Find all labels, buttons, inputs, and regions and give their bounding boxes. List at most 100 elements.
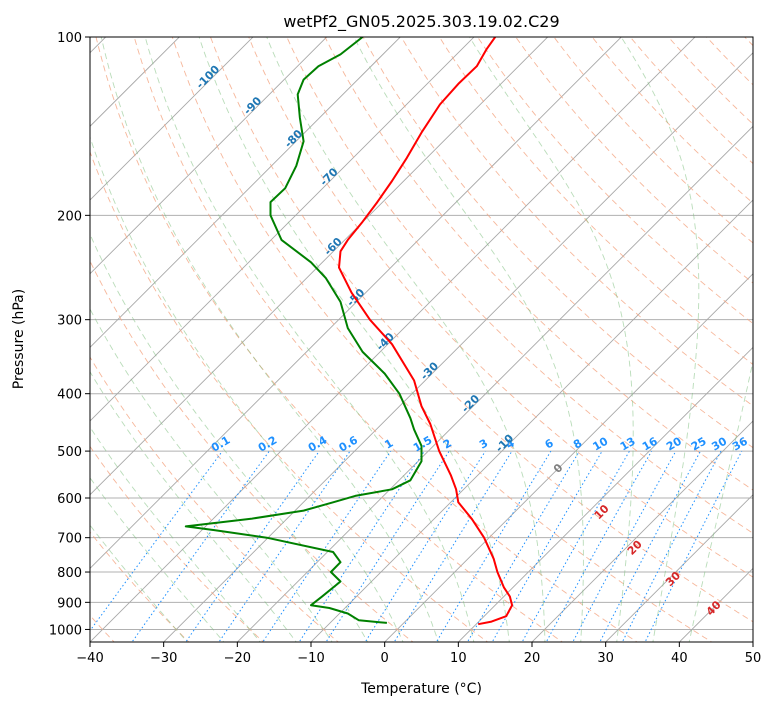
- moist-adiabat-line: [90, 477, 225, 642]
- moist-adiabat-line: [266, 37, 546, 642]
- isotherm-line: [90, 37, 180, 127]
- sounding-profiles: [184, 37, 514, 626]
- background-line-labels: 0.1 0.2 0.4 0.6 1 1.5 2 3 4 6 8 10 13 16 20 25 30 36-100-…: [194, 63, 751, 619]
- isotherm-label: -100: [194, 63, 223, 92]
- mixing-ratio-line: [325, 450, 450, 642]
- isotherm-line: [605, 494, 753, 642]
- y-tick-label: 1000: [49, 623, 82, 638]
- isotherm-line: [384, 273, 753, 642]
- mixing-ratio-line: [466, 450, 580, 642]
- isotherm-line: [90, 37, 475, 422]
- y-tick-label: 200: [57, 209, 82, 224]
- mixing-ratio-label: 6: [543, 436, 556, 451]
- x-tick-label: 10: [450, 651, 467, 666]
- mixing-ratio-line: [298, 450, 425, 642]
- isotherm-line: [752, 641, 753, 642]
- isotherm-line: [90, 37, 696, 642]
- dry-adiabat-line: [477, 37, 753, 325]
- mixing-ratio-line: [621, 450, 722, 642]
- moist-adiabat-line: [90, 135, 404, 642]
- x-tick-label: 30: [597, 651, 614, 666]
- dry-adiabat-line: [90, 356, 339, 642]
- dry-adiabat-line: [362, 37, 753, 449]
- moist-adiabat-line: [100, 37, 439, 642]
- isotherm-line: [90, 37, 328, 275]
- dry-adiabat-line: [591, 37, 753, 204]
- moist-adiabat-line: [90, 426, 261, 642]
- isotherm-line: [236, 125, 753, 642]
- x-tick-label: −40: [76, 651, 103, 666]
- dry-adiabat-line: [286, 37, 753, 534]
- isotherm-label: -60: [322, 235, 345, 258]
- y-tick-label: 600: [57, 492, 82, 507]
- isotherm-label: -90: [241, 94, 264, 117]
- mixing-ratio-line: [185, 450, 320, 642]
- dry-adiabat-line: [95, 37, 564, 642]
- isotherm-label: -70: [317, 165, 340, 188]
- x-tick-label: −10: [297, 651, 324, 666]
- moist-adiabat-line: [620, 37, 700, 642]
- mixing-ratio-line: [262, 450, 392, 642]
- isotherm-line: [90, 37, 622, 570]
- moist-adiabat-line: [353, 37, 584, 642]
- isotherm-line: [310, 199, 753, 642]
- dewpoint-profile-line: [184, 37, 423, 624]
- y-tick-label: 300: [57, 314, 82, 329]
- moist-adiabat-line: [90, 233, 369, 642]
- y-tick-label: 800: [57, 566, 82, 581]
- y-tick-label: 400: [57, 388, 82, 403]
- mixing-ratio-line: [572, 450, 677, 642]
- isotherm-line: [678, 567, 753, 642]
- y-axis-label: Pressure (hPa): [11, 289, 27, 389]
- chart-title: wetPf2_GN05.2025.303.19.02.C29: [283, 12, 559, 32]
- dry-adiabat-line: [133, 37, 638, 642]
- dry-adiabat-line: [400, 37, 753, 407]
- x-tick-label: 0: [381, 651, 389, 666]
- dry-adiabat-line: [667, 37, 753, 125]
- isotherm-line: [90, 37, 401, 348]
- mixing-ratio-line: [90, 450, 223, 632]
- mixing-ratio-line: [644, 450, 743, 642]
- mixing-ratio-line: [393, 450, 513, 642]
- mixing-ratio-label: 3: [477, 437, 490, 452]
- isotherm-line: [531, 420, 753, 642]
- y-tick-label: 100: [57, 31, 82, 46]
- x-tick-label: −20: [224, 651, 251, 666]
- dry-adiabat-line: [248, 37, 753, 578]
- x-tick-label: −30: [150, 651, 177, 666]
- isotherm-label: -40: [374, 330, 397, 353]
- isotherm-line: [90, 37, 254, 201]
- dry-adiabat-line: [438, 37, 753, 365]
- dry-adiabat-line: [90, 150, 489, 642]
- plot-frame: [89, 36, 754, 643]
- x-axis-label: Temperature (°C): [360, 681, 482, 697]
- isotherm-line: [0, 10, 59, 654]
- y-tick-label: 900: [57, 596, 82, 611]
- y-axis: 100 200 300 400 500 600 700 800 900 1000: [49, 31, 90, 638]
- moist-adiabat-line: [90, 524, 188, 642]
- moist-adiabat-line: [144, 37, 475, 642]
- dry-adiabat-line: [90, 445, 265, 642]
- isotherm-line: [163, 52, 753, 642]
- mixing-ratio-label: 2: [441, 437, 454, 452]
- background-lines: [0, 10, 775, 654]
- dry-adiabat-line: [770, 24, 775, 645]
- moist-adiabat-line: [469, 37, 634, 642]
- y-tick-label: 500: [57, 445, 82, 460]
- x-axis: −40 −30 −20 −10 0 10 20 30 40 50: [76, 642, 761, 666]
- isotherm-line: [457, 346, 753, 642]
- mixing-ratio-line: [131, 450, 270, 642]
- x-tick-label: 50: [745, 651, 762, 666]
- dry-adiabat-line: [90, 531, 190, 642]
- temperature-profile-line: [338, 37, 514, 626]
- dry-adiabat-line: [210, 37, 753, 623]
- x-tick-label: 40: [671, 651, 688, 666]
- mixing-ratio-line: [218, 450, 351, 642]
- x-tick-label: 20: [524, 651, 541, 666]
- dry-adiabat-line: [90, 259, 414, 642]
- mixing-ratio-line: [599, 450, 701, 642]
- moist-adiabat-line: [198, 37, 510, 642]
- moist-adiabat-line: [688, 359, 753, 642]
- dry-adiabat-line: [744, 37, 753, 47]
